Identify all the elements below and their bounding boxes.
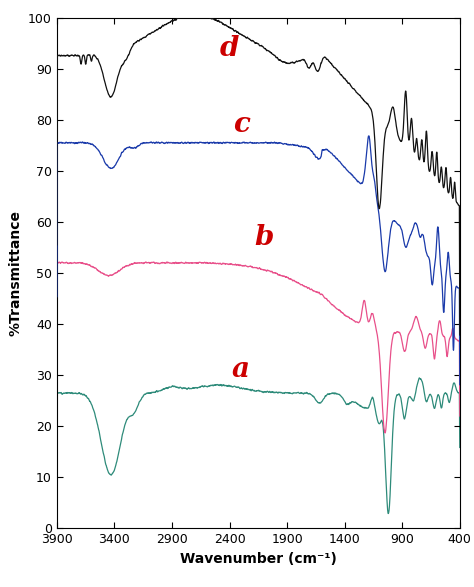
Text: c: c [233,112,249,139]
X-axis label: Wavenumber (cm⁻¹): Wavenumber (cm⁻¹) [180,552,337,566]
Y-axis label: %Transmittance: %Transmittance [9,210,23,336]
Text: a: a [232,356,250,383]
Text: b: b [255,224,274,251]
Text: d: d [220,35,239,62]
